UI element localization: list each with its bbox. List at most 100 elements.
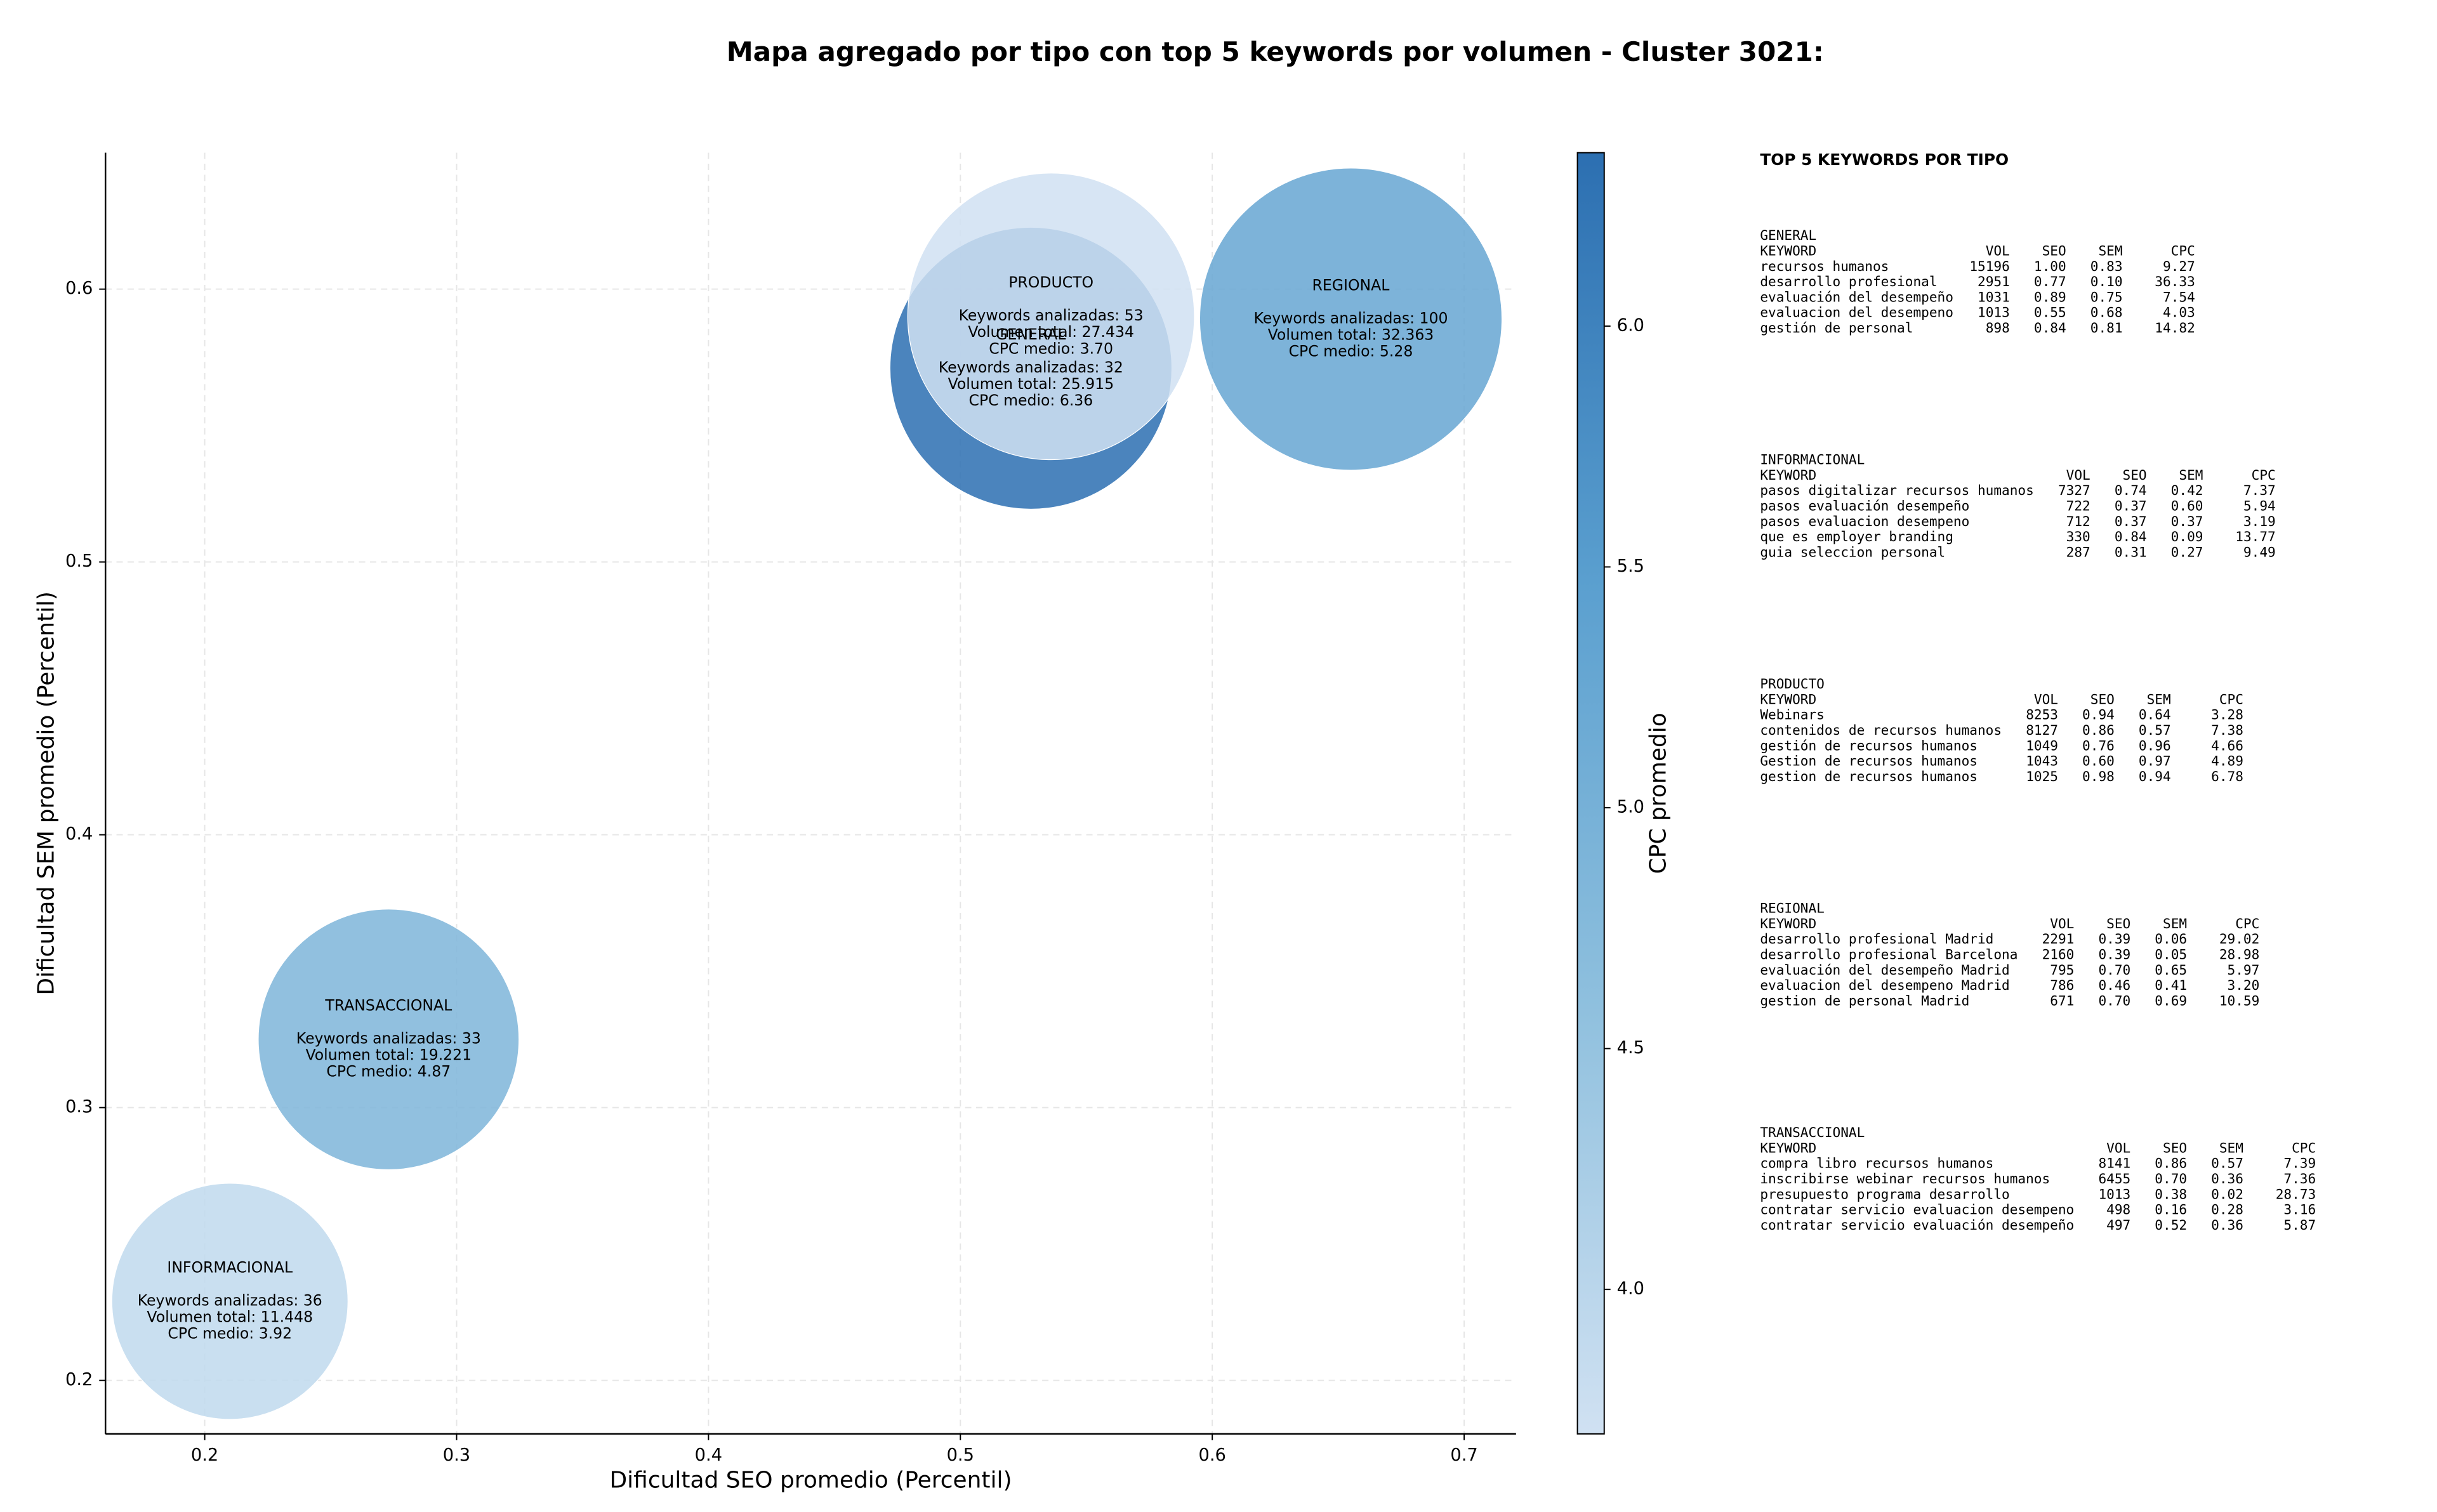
table-header: VOL — [2106, 1140, 2130, 1155]
table-cell: 10.59 — [2219, 992, 2259, 1008]
table-header: CPC — [2171, 242, 2195, 258]
colorbar-label: CPC promedio — [1646, 713, 1672, 874]
table-cell: gestión de recursos humanos — [1760, 737, 1978, 753]
table-cell: 29.02 — [2219, 931, 2259, 947]
table-cell: 0.97 — [2139, 753, 2171, 769]
table-cell: 2291 — [2042, 931, 2075, 947]
bubble — [907, 173, 1195, 461]
table-cell: 8141 — [2098, 1155, 2130, 1171]
table-cell: 0.36 — [2211, 1171, 2243, 1187]
table-cell: 0.60 — [2082, 753, 2115, 769]
x-tick-label: 0.6 — [1198, 1445, 1225, 1465]
y-tick-label: 0.5 — [65, 551, 93, 571]
table-cell: 5.87 — [2283, 1217, 2316, 1233]
table-cell: 15196 — [1969, 258, 2009, 274]
table-cell: 0.64 — [2139, 707, 2171, 723]
table-cell: que es employer branding — [1760, 529, 1953, 544]
table-cell: 4.89 — [2211, 753, 2243, 769]
table-header: SEO — [2163, 1140, 2187, 1155]
table-cell: 7.39 — [2283, 1155, 2316, 1171]
colorbar-tick-label: 5.0 — [1617, 798, 1644, 817]
table-header: CPC — [2235, 916, 2259, 931]
table-cell: 498 — [2106, 1202, 2130, 1218]
table-cell: 0.05 — [2155, 947, 2187, 963]
table-header: SEO — [2042, 242, 2066, 258]
table-cell: 0.70 — [2098, 962, 2130, 978]
table-cell: 5.97 — [2228, 962, 2260, 978]
table-cell: 0.37 — [2171, 513, 2203, 529]
table-cell: gestion de recursos humanos — [1760, 768, 1978, 784]
bubble-label: PRODUCTO — [1008, 273, 1093, 291]
table-cell: 0.02 — [2211, 1186, 2243, 1202]
table-cell: evaluacion del desempeno Madrid — [1760, 977, 2009, 993]
table-header: SEM — [2147, 691, 2171, 707]
table-cell: 0.77 — [2034, 273, 2066, 289]
bubble-annotation: Keywords analizadas: 33 — [296, 1030, 481, 1048]
table-header: CPC — [2292, 1140, 2316, 1155]
section-title: INFORMACIONAL — [1760, 452, 1865, 468]
table-cell: 0.68 — [2090, 305, 2123, 320]
table-cell: 0.36 — [2211, 1217, 2243, 1233]
table-cell: 0.84 — [2034, 320, 2066, 336]
table-cell: 1043 — [2026, 753, 2058, 769]
colorbar-tick-label: 4.0 — [1617, 1279, 1644, 1299]
panel-title: TOP 5 KEYWORDS POR TIPO — [1760, 150, 2009, 169]
table-cell: 1025 — [2026, 768, 2058, 784]
table-cell: 0.76 — [2082, 737, 2115, 753]
y-tick-label: 0.2 — [65, 1370, 93, 1390]
table-cell: 0.86 — [2082, 722, 2115, 738]
bubble-annotation: Volumen total: 32.363 — [1268, 326, 1434, 344]
bubble-label: INFORMACIONAL — [167, 1258, 293, 1276]
table-header: SEO — [2090, 691, 2115, 707]
table-cell: 7327 — [2058, 482, 2090, 498]
section-title: GENERAL — [1760, 227, 1816, 243]
bubble-annotation: Keywords analizadas: 32 — [939, 358, 1123, 376]
table-cell: 0.57 — [2211, 1155, 2243, 1171]
bubble-annotation: CPC medio: 6.36 — [969, 391, 1093, 409]
table-cell: pasos evaluación desempeño — [1760, 498, 1969, 514]
x-axis-label: Dificultad SEO promedio (Percentil) — [610, 1467, 1012, 1493]
table-cell: 0.55 — [2034, 305, 2066, 320]
table-header: CPC — [2252, 467, 2276, 483]
colorbar-tick-label: 6.0 — [1617, 315, 1644, 335]
table-cell: 6.78 — [2211, 768, 2243, 784]
table-cell: 0.60 — [2171, 498, 2203, 514]
table-cell: 13.77 — [2235, 529, 2275, 544]
table-header: SEO — [2123, 467, 2147, 483]
table-header: VOL — [2034, 691, 2058, 707]
table-cell: 786 — [2050, 977, 2074, 993]
x-tick-label: 0.3 — [443, 1445, 470, 1465]
table-header: SEM — [2098, 242, 2122, 258]
table-cell: 1049 — [2026, 737, 2058, 753]
table-cell: 0.70 — [2098, 992, 2130, 1008]
table-cell: inscribirse webinar recursos humanos — [1760, 1171, 2050, 1187]
table-header: SEO — [2106, 916, 2130, 931]
table-cell: 0.96 — [2139, 737, 2171, 753]
table-cell: 0.37 — [2115, 498, 2147, 514]
table-cell: 0.37 — [2115, 513, 2147, 529]
table-cell: 7.38 — [2211, 722, 2243, 738]
bubble-annotation: Keywords analizadas: 36 — [138, 1291, 322, 1309]
table-cell: 2951 — [1978, 273, 2010, 289]
table-cell: 3.19 — [2243, 513, 2276, 529]
table-cell: 3.20 — [2228, 977, 2260, 993]
table-cell: desarrollo profesional — [1760, 273, 1937, 289]
bubble-annotation: Volumen total: 11.448 — [147, 1308, 313, 1325]
section-title: REGIONAL — [1760, 900, 1825, 916]
table-cell: 0.39 — [2098, 947, 2130, 963]
table-cell: 14.82 — [2155, 320, 2195, 336]
table-cell: 795 — [2050, 962, 2074, 978]
table-header: CPC — [2219, 691, 2243, 707]
table-cell: 28.98 — [2219, 947, 2259, 963]
bubble-label: REGIONAL — [1312, 276, 1390, 294]
table-cell: 0.41 — [2155, 977, 2187, 993]
table-cell: 722 — [2066, 498, 2090, 514]
table-cell: contenidos de recursos humanos — [1760, 722, 2002, 738]
bubble — [1199, 168, 1503, 471]
y-axis-label: Dificultad SEM promedio (Percentil) — [33, 591, 59, 996]
table-cell: 712 — [2066, 513, 2090, 529]
bubble-label: GENERAL — [996, 325, 1066, 343]
table-cell: 9.49 — [2243, 544, 2276, 560]
table-cell: 0.46 — [2098, 977, 2130, 993]
